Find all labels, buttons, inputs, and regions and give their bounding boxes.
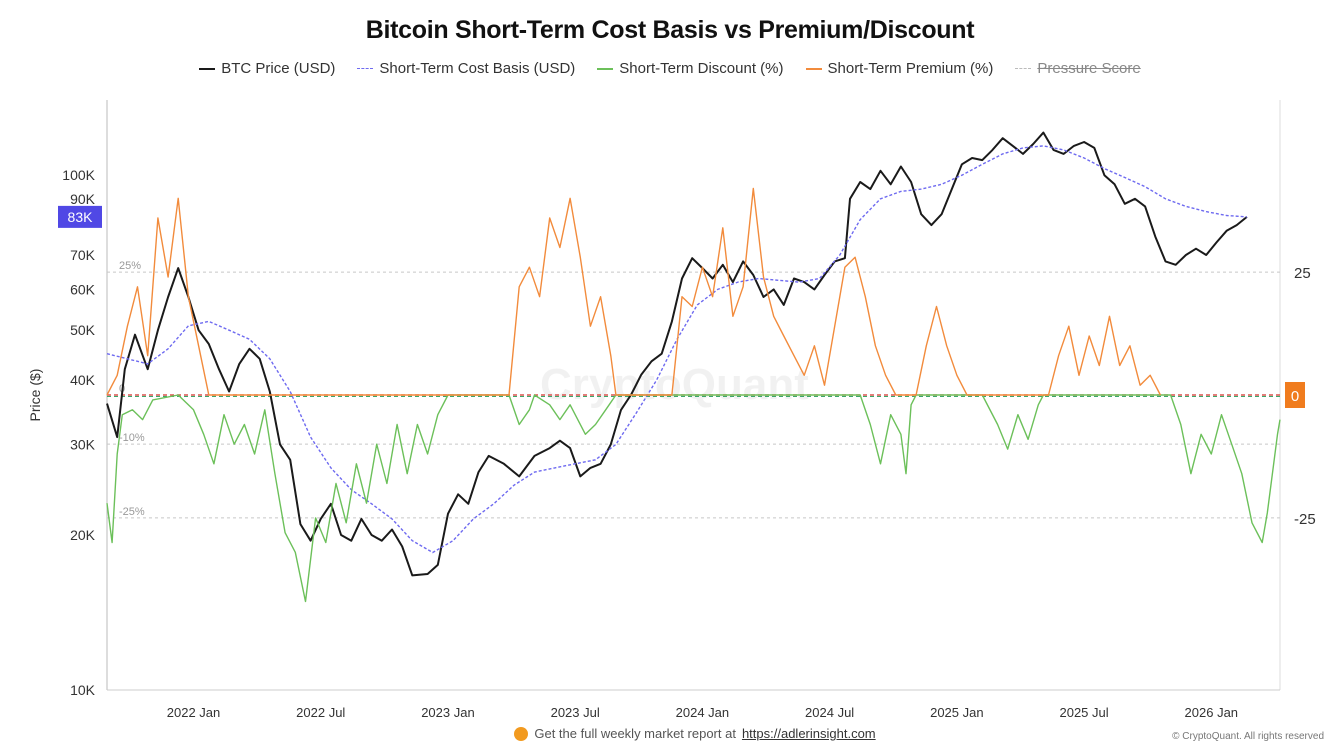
y-tick-label: 100K (62, 167, 95, 183)
legend-label: BTC Price (USD) (221, 60, 336, 77)
y-tick-label: 20K (70, 527, 96, 543)
x-tick-label: 2024 Jul (805, 705, 854, 720)
y-tick-label: 90K (70, 191, 96, 207)
legend-swatch-dashed (1015, 68, 1032, 69)
x-tick-label: 2022 Jul (296, 705, 345, 720)
y-axis-title: Price ($) (27, 369, 43, 422)
price-tag-label: 83K (68, 209, 94, 225)
legend-swatch-dashed (357, 68, 374, 69)
legend-label: Short-Term Discount (%) (619, 60, 784, 77)
x-tick-label: 2025 Jan (930, 705, 984, 720)
chart-title: Bitcoin Short-Term Cost Basis vs Premium… (365, 16, 975, 44)
x-tick-label: 2023 Jul (551, 705, 600, 720)
reference-line-label: 25% (119, 260, 141, 272)
credit: © CryptoQuant. All rights reserved (1172, 731, 1324, 742)
legend-item-discount[interactable]: Short-Term Discount (%) (597, 60, 784, 77)
promo-link[interactable]: https://adlerinsight.com (741, 726, 876, 741)
y-tick-label: 60K (70, 281, 96, 297)
zero-tag-label: 0 (1291, 388, 1299, 405)
legend-item-premium[interactable]: Short-Term Premium (%) (805, 60, 994, 77)
reference-line-label: -25% (119, 506, 145, 518)
y-tick-label: 30K (70, 436, 96, 452)
x-tick-label: 2025 Jul (1059, 705, 1108, 720)
reference-line-label: -10% (119, 432, 145, 444)
zero-tag-bg (1285, 382, 1305, 408)
series-line-0 (106, 131, 1248, 577)
legend-item-pressure-score[interactable]: Pressure Score (1015, 60, 1141, 77)
legend-swatch-solid (805, 67, 822, 70)
y-tick-label: 70K (70, 247, 96, 263)
promo-dot-icon (514, 726, 529, 741)
series-line-2 (106, 394, 1281, 603)
x-tick-label: 2024 Jan (676, 705, 730, 720)
y-tick-label: 50K (70, 322, 96, 338)
legend-label: Pressure Score (1037, 60, 1141, 77)
legend-label: Short-Term Cost Basis (USD) (379, 60, 576, 77)
y-tick-label: 40K (70, 372, 96, 388)
x-tick-label: 2026 Jan (1185, 705, 1239, 720)
legend: BTC Price (USD) Short-Term Cost Basis (U… (0, 60, 1340, 77)
price-tag-bg (58, 205, 102, 228)
promo-text: Get the full weekly market report at (534, 726, 736, 741)
footer-promo: Get the full weekly market report at htt… (0, 726, 1340, 741)
y2-tick-label: 25 (1294, 265, 1311, 282)
y-tick-label: 10K (70, 682, 96, 698)
x-tick-label: 2022 Jan (167, 705, 221, 720)
legend-item-btc-price[interactable]: BTC Price (USD) (199, 60, 335, 77)
y2-tick-label: -25 (1294, 511, 1316, 528)
legend-swatch-solid (199, 67, 216, 70)
x-tick-label: 2023 Jan (421, 705, 475, 720)
legend-item-cost-basis[interactable]: Short-Term Cost Basis (USD) (357, 60, 575, 77)
legend-label: Short-Term Premium (%) (827, 60, 994, 77)
legend-swatch-solid (597, 67, 614, 70)
series-line-3 (106, 187, 1162, 396)
